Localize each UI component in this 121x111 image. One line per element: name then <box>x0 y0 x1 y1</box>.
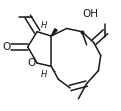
Text: O: O <box>2 42 11 52</box>
Text: O: O <box>27 58 35 68</box>
Text: H: H <box>41 21 47 30</box>
Text: OH: OH <box>82 9 98 19</box>
Text: H: H <box>41 70 47 79</box>
Polygon shape <box>51 29 57 36</box>
